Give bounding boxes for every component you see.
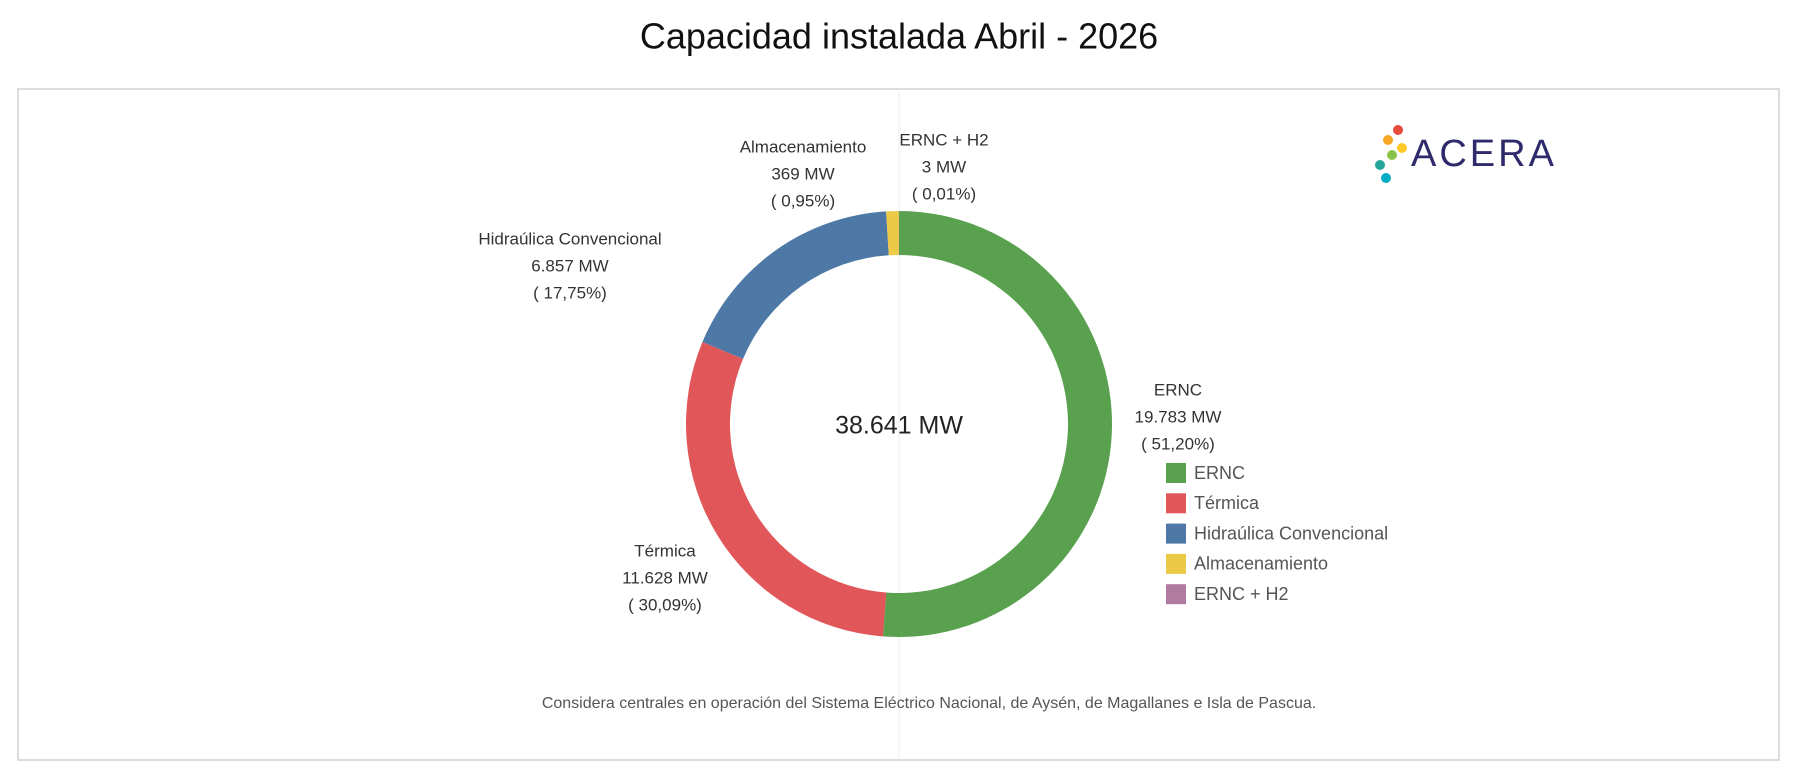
donut-slice bbox=[882, 211, 1113, 638]
slice-label: ERNC bbox=[1154, 380, 1202, 399]
logo-dot bbox=[1383, 135, 1393, 145]
slice-value: 6.857 MW bbox=[531, 256, 608, 275]
logo-dot bbox=[1397, 143, 1407, 153]
legend-swatch bbox=[1166, 523, 1186, 544]
legend-label: Hidraúlica Convencional bbox=[1194, 523, 1388, 543]
legend-swatch bbox=[1166, 463, 1186, 483]
slice-percent: ( 30,09%) bbox=[628, 595, 702, 614]
slice-value: 11.628 MW bbox=[622, 568, 708, 587]
footnote: Considera centrales en operación del Sis… bbox=[542, 695, 1316, 712]
legend-label: Térmica bbox=[1194, 493, 1260, 513]
legend-label: ERNC bbox=[1194, 463, 1245, 483]
slice-percent: ( 17,75%) bbox=[533, 283, 607, 302]
logo: ACERA bbox=[1375, 125, 1557, 183]
donut-slice bbox=[686, 341, 887, 637]
legend-swatch bbox=[1166, 584, 1186, 605]
donut-slice bbox=[702, 211, 889, 359]
chart-title: Capacidad instalada Abril - 2026 bbox=[640, 16, 1158, 57]
center-total: 38.641 MW bbox=[835, 412, 963, 440]
logo-dot bbox=[1387, 150, 1397, 160]
logo-dot bbox=[1393, 125, 1403, 135]
donut-slice bbox=[886, 211, 899, 256]
slice-label: Almacenamiento bbox=[740, 137, 867, 156]
slice-percent: ( 51,20%) bbox=[1141, 434, 1215, 453]
slice-value: 19.783 MW bbox=[1135, 407, 1222, 426]
logo-dot bbox=[1381, 173, 1391, 183]
logo-text: ACERA bbox=[1411, 133, 1557, 175]
logo-dot bbox=[1375, 160, 1385, 170]
slice-percent: ( 0,01%) bbox=[912, 184, 976, 203]
slice-value: 369 MW bbox=[771, 164, 834, 183]
legend-label: Almacenamiento bbox=[1194, 554, 1328, 574]
slice-label: Hidraúlica Convencional bbox=[478, 229, 661, 248]
slice-percent: ( 0,95%) bbox=[771, 191, 835, 210]
slice-value: 3 MW bbox=[922, 157, 966, 176]
slice-label: ERNC + H2 bbox=[899, 130, 988, 149]
slice-label: Térmica bbox=[634, 541, 696, 560]
legend-swatch bbox=[1166, 553, 1186, 574]
legend-label: ERNC + H2 bbox=[1194, 584, 1289, 604]
legend-swatch bbox=[1166, 493, 1186, 514]
